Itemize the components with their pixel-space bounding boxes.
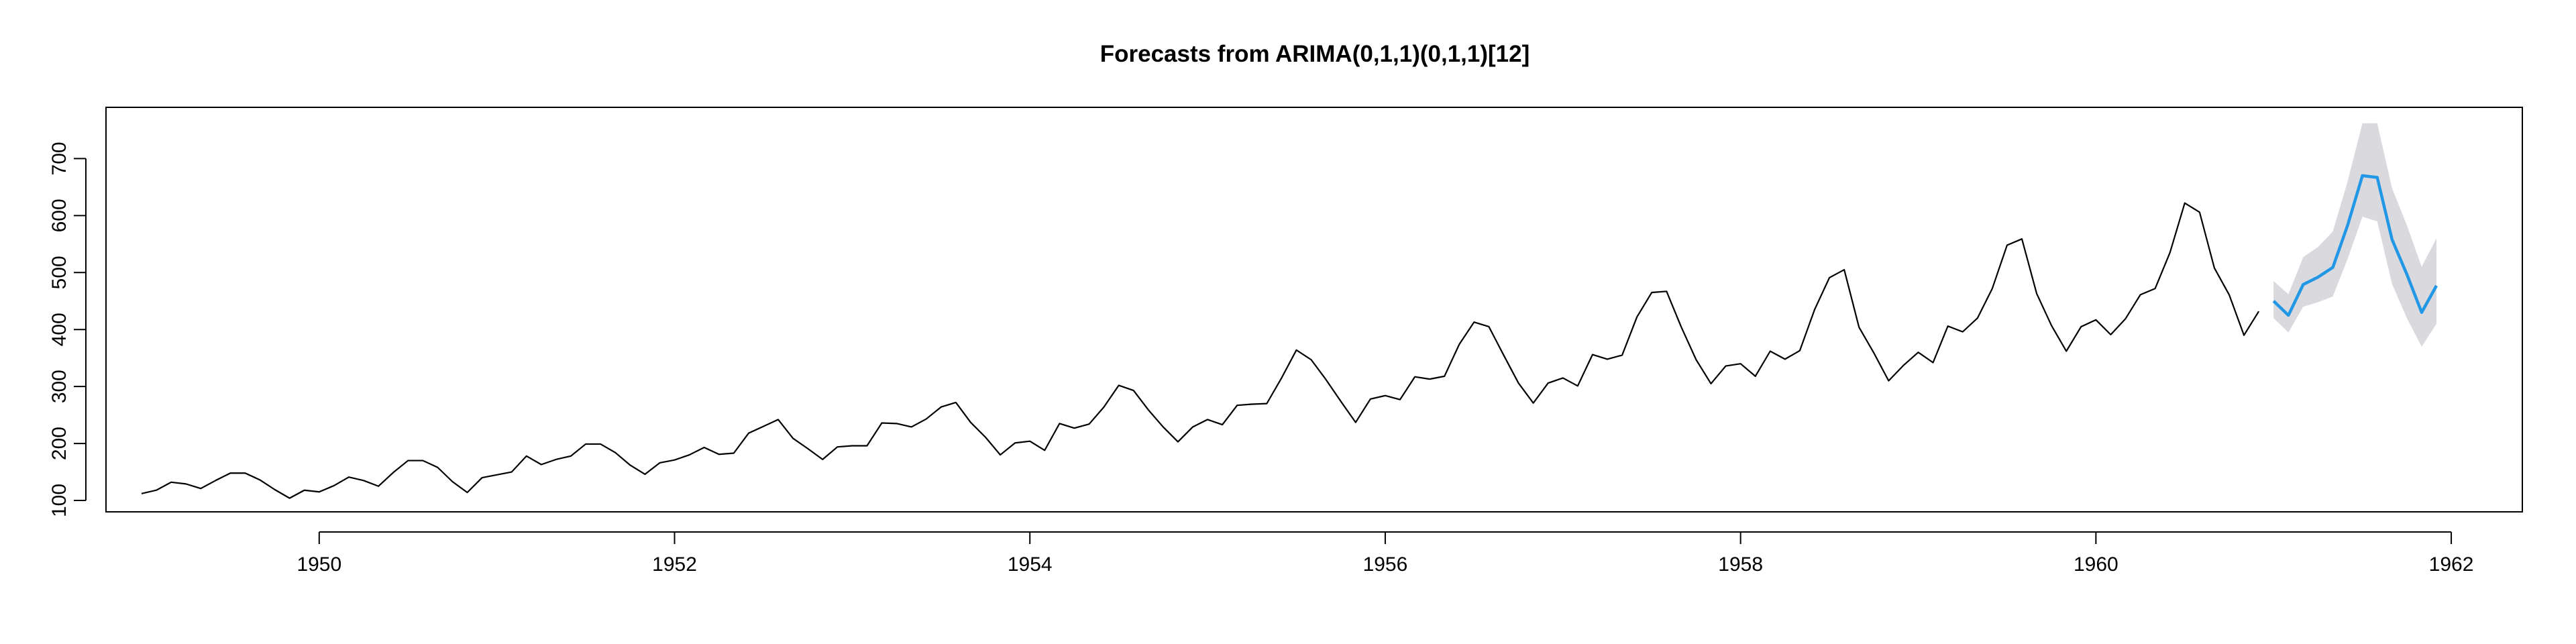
x-tick-label: 1950 [297,553,341,576]
plot-area [141,123,2438,499]
y-tick-label: 400 [48,313,70,346]
x-tick-label: 1962 [2429,553,2474,576]
y-tick-label: 100 [48,484,70,517]
forecast-mean-line [2272,174,2438,317]
y-tick-label: 600 [48,199,70,232]
y-tick-label: 300 [48,370,70,403]
chart-title: Forecasts from ARIMA(0,1,1)(0,1,1)[12] [1100,41,1530,67]
y-tick-label: 700 [48,142,70,175]
y-tick-label: 500 [48,256,70,289]
y-tick-label: 200 [48,427,70,460]
plot-frame [105,107,2523,513]
x-axis: 1950 1952 1954 1956 1958 1960 1962 [297,531,2474,576]
y-axis: 100 200 300 400 500 600 700 [48,142,87,517]
x-tick-label: 1960 [2074,553,2118,576]
x-tick-label: 1954 [1008,553,1053,576]
x-tick-label: 1956 [1363,553,1408,576]
forecast-interval-band [2273,123,2436,347]
x-tick-label: 1958 [1718,553,1763,576]
x-tick-label: 1952 [652,553,697,576]
observed-series-line [141,202,2260,499]
